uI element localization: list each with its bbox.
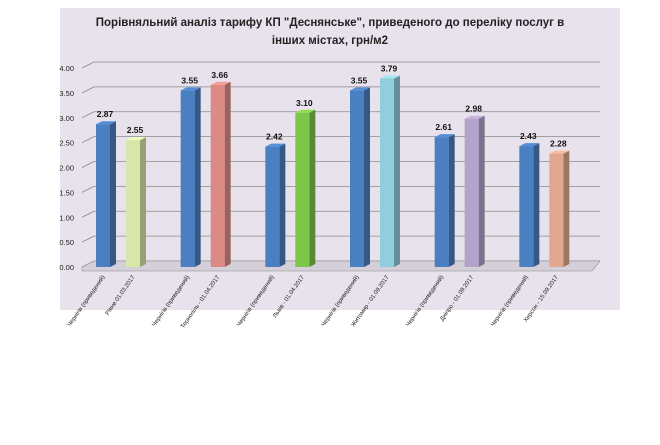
bar-top <box>96 121 116 125</box>
bar-top <box>519 143 540 147</box>
gridline-diagonal <box>81 111 95 119</box>
bar-top <box>434 134 455 138</box>
bar-side <box>224 81 231 267</box>
bar-side <box>279 143 286 267</box>
gridline-diagonal <box>81 86 95 94</box>
bar-top <box>180 87 201 91</box>
bar <box>464 118 479 268</box>
gridline-diagonal <box>81 235 95 243</box>
data-label: 2.61 <box>435 122 452 132</box>
bar-side <box>533 143 540 267</box>
y-axis-ticks: 0.00 0.50 1.00 1.50 2.00 2.50 3.00 3.50 4.00 <box>59 64 74 272</box>
data-labels: 2.87 2.55 3.55 3.66 2.42 3.10 3.55 3.79 2.61 2.98… <box>97 63 567 148</box>
bars <box>96 75 570 268</box>
bar-side <box>563 150 570 267</box>
bar-side <box>364 87 370 267</box>
gridlines <box>81 61 600 268</box>
bar <box>180 90 195 267</box>
gridline-diagonal <box>81 186 95 193</box>
gridline-diagonal <box>81 136 95 143</box>
bar <box>519 146 534 267</box>
y-tick-label: 2.50 <box>59 139 74 148</box>
y-tick-label: 0.00 <box>59 263 74 272</box>
bar <box>295 112 310 268</box>
bar <box>96 124 110 267</box>
data-label: 3.66 <box>211 70 228 80</box>
chart-title-line: інших містах, грн/м2 <box>272 35 388 47</box>
bar <box>210 84 225 267</box>
y-tick-label: 3.50 <box>59 89 74 98</box>
bar-side <box>194 87 201 267</box>
bar-side <box>309 109 316 268</box>
bar-top <box>126 137 146 141</box>
chart-title: Порівняльний аналіз тарифу КП "Деснянськ… <box>96 17 564 47</box>
bar <box>434 137 449 267</box>
bar-top <box>380 75 400 79</box>
gridline-diagonal <box>81 210 95 218</box>
bar-top <box>210 81 231 85</box>
bar <box>265 146 280 267</box>
bar-side <box>394 75 400 267</box>
y-tick-label: 0.50 <box>59 238 74 247</box>
data-label: 2.87 <box>97 109 114 119</box>
bar <box>126 140 140 267</box>
data-label: 2.43 <box>520 131 537 141</box>
y-tick-label: 4.00 <box>59 64 74 73</box>
gridline-diagonal <box>81 61 95 69</box>
chart-title-line: Порівняльний аналіз тарифу КП "Деснянськ… <box>96 17 564 29</box>
data-label: 2.98 <box>465 104 482 114</box>
y-tick-label: 1.00 <box>59 213 74 222</box>
data-label: 3.10 <box>296 98 313 108</box>
bar-top <box>464 115 485 119</box>
bar-side <box>110 121 116 267</box>
bar-side <box>478 115 485 268</box>
data-label: 3.55 <box>181 75 198 85</box>
bar-top <box>295 109 316 113</box>
data-label: 2.55 <box>127 125 144 135</box>
bar <box>549 153 564 267</box>
data-label: 2.42 <box>266 132 283 142</box>
bar <box>350 90 364 267</box>
y-tick-label: 2.00 <box>59 164 74 173</box>
data-label: 2.28 <box>550 139 567 149</box>
bar-side <box>448 134 455 267</box>
bar <box>380 78 394 267</box>
bar-top <box>549 150 570 154</box>
data-label: 3.79 <box>381 63 398 73</box>
bar-top <box>350 87 370 91</box>
data-label: 3.55 <box>351 75 368 85</box>
bar-side <box>140 137 146 267</box>
y-tick-label: 1.50 <box>59 188 74 197</box>
bar-top <box>265 143 286 147</box>
gridline-diagonal <box>81 161 95 168</box>
y-tick-label: 3.00 <box>59 114 74 123</box>
